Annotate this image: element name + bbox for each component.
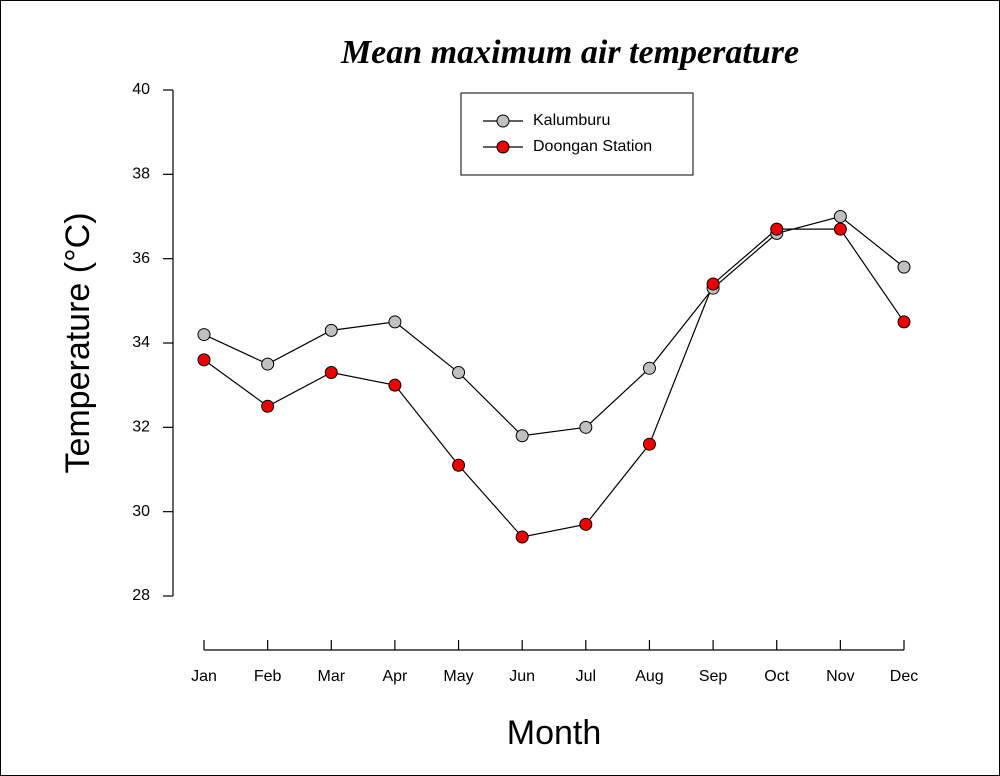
series-line	[203, 215, 905, 437]
x-tick-label: Mar	[317, 668, 345, 685]
marker	[324, 366, 338, 380]
marker	[261, 399, 275, 413]
legend-label: Doongan Station	[533, 138, 652, 155]
x-tick-label: Oct	[764, 668, 789, 685]
marker	[452, 458, 466, 472]
marker	[197, 353, 211, 367]
legend-label: Kalumburu	[533, 112, 610, 129]
x-tick-label: Nov	[826, 668, 854, 685]
legend-marker	[496, 140, 510, 154]
y-tick-label: 34	[132, 334, 150, 351]
x-tick-label: Feb	[254, 668, 282, 685]
y-tick-label: 32	[132, 419, 150, 436]
marker	[452, 366, 466, 380]
x-tick-label: May	[443, 668, 473, 685]
chart-title: Mean maximum air temperature	[340, 34, 799, 71]
marker	[833, 222, 847, 236]
marker	[515, 429, 529, 443]
x-tick-label: Jun	[509, 668, 535, 685]
marker	[770, 222, 784, 236]
x-tick-label: Jul	[576, 668, 596, 685]
marker	[324, 323, 338, 337]
x-tick-label: Apr	[382, 668, 408, 685]
marker	[642, 361, 656, 375]
marker	[579, 517, 593, 531]
marker	[897, 260, 911, 274]
y-tick-label: 28	[132, 587, 150, 604]
x-axis-label: Month	[507, 714, 602, 752]
y-tick-label: 30	[132, 503, 150, 520]
x-tick-label: Jan	[191, 668, 217, 685]
marker	[579, 420, 593, 434]
marker	[388, 378, 402, 392]
legend-box	[460, 92, 694, 176]
marker	[515, 530, 529, 544]
marker	[261, 357, 275, 371]
marker	[706, 277, 720, 291]
y-tick-label: 40	[132, 81, 150, 98]
marker	[388, 315, 402, 329]
marker	[197, 328, 211, 342]
legend-marker	[496, 114, 510, 128]
marker	[897, 315, 911, 329]
y-axis-label: Temperature (°C)	[59, 212, 97, 473]
y-tick-label: 36	[132, 250, 150, 267]
series-line	[203, 228, 905, 538]
marker	[833, 210, 847, 223]
x-tick-label: Sep	[699, 668, 728, 685]
y-tick-label: 38	[132, 166, 150, 183]
x-tick-label: Dec	[890, 668, 918, 685]
x-tick-label: Aug	[635, 668, 663, 685]
marker	[642, 437, 656, 451]
